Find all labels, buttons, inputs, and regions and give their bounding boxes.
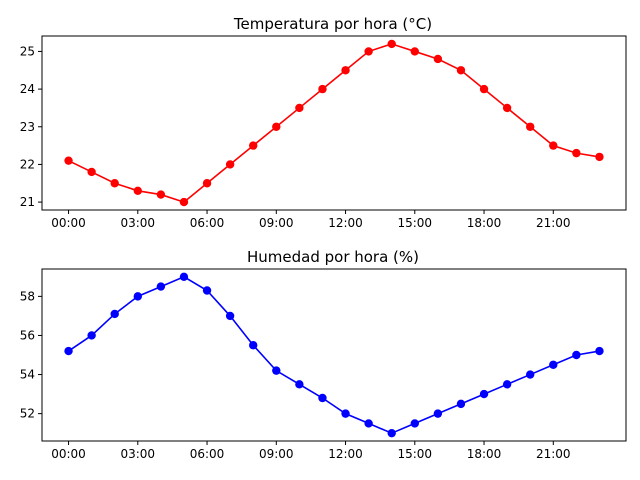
data-point <box>156 190 166 199</box>
y-tick-label: 54 <box>20 368 35 382</box>
x-tick-label: 03:00 <box>120 216 155 230</box>
series-layer <box>64 39 604 207</box>
data-point <box>456 399 466 409</box>
data-point <box>549 141 558 150</box>
data-point <box>272 366 281 375</box>
data-point <box>133 292 142 301</box>
data-point <box>295 380 304 389</box>
y-tick-label: 56 <box>20 328 35 342</box>
data-point <box>364 419 373 428</box>
x-tick-label: 12:00 <box>328 447 363 461</box>
x-axis: 00:00 03:00 06:00 09:00 12:00 15:00 18:00 21:00 <box>51 441 571 461</box>
series-line <box>68 43 600 203</box>
data-point <box>410 419 419 428</box>
data-point <box>64 156 73 165</box>
data-point <box>387 428 396 438</box>
x-tick-label: 21:00 <box>536 447 571 461</box>
x-tick-label: 09:00 <box>259 216 294 230</box>
chart-title: Humedad por hora (%) <box>247 248 419 266</box>
data-point <box>225 160 235 169</box>
chart-title: Temperatura por hora (°C) <box>233 15 432 33</box>
temperature-chart: Temperatura por hora (°C) 21 22 23 24 25 00:… <box>20 15 627 230</box>
y-tick-label: 21 <box>20 195 35 209</box>
data-point <box>202 179 212 188</box>
x-tick-label: 18:00 <box>467 447 502 461</box>
data-point <box>456 66 466 75</box>
data-point <box>179 197 189 207</box>
data-point <box>572 148 581 158</box>
y-axis: 21 22 23 24 25 <box>20 44 42 209</box>
data-point <box>156 282 166 291</box>
data-point <box>410 47 419 56</box>
data-point <box>202 286 212 295</box>
data-point <box>110 309 119 319</box>
x-tick-label: 12:00 <box>328 216 363 230</box>
data-point <box>341 66 350 75</box>
data-point <box>341 409 350 418</box>
data-point <box>64 346 73 356</box>
y-axis: 52 54 56 58 <box>20 289 42 421</box>
data-point <box>433 54 443 64</box>
data-point <box>318 393 327 403</box>
x-tick-label: 06:00 <box>190 447 225 461</box>
data-point <box>225 311 235 321</box>
data-point <box>387 39 396 49</box>
plot-area-frame <box>41 35 627 211</box>
data-point <box>595 346 604 356</box>
data-point <box>479 84 489 94</box>
data-point <box>87 331 96 340</box>
data-point <box>433 409 443 418</box>
humidity-chart: Humedad por hora (%) 52 54 56 58 00:00 03:00… <box>20 248 627 461</box>
data-point <box>502 103 512 113</box>
x-tick-label: 06:00 <box>190 216 225 230</box>
y-tick-label: 58 <box>20 289 35 303</box>
data-point <box>272 122 281 131</box>
x-tick-label: 03:00 <box>120 447 155 461</box>
data-point <box>87 167 96 177</box>
data-point <box>364 47 373 56</box>
data-point <box>572 350 581 360</box>
x-axis: 00:00 03:00 06:00 09:00 12:00 15:00 18:00 21:00 <box>51 210 571 230</box>
data-point <box>502 380 512 389</box>
series-line <box>68 275 600 435</box>
data-point <box>479 389 489 399</box>
x-tick-label: 09:00 <box>259 447 294 461</box>
x-tick-label: 00:00 <box>51 216 86 230</box>
data-point <box>549 360 558 369</box>
x-tick-label: 15:00 <box>397 216 432 230</box>
y-tick-label: 52 <box>20 407 35 421</box>
y-tick-label: 23 <box>20 120 35 134</box>
y-tick-label: 22 <box>20 157 35 171</box>
data-point <box>249 141 258 150</box>
plot-area-frame <box>41 268 627 442</box>
data-point <box>295 103 304 113</box>
series-layer <box>64 272 604 438</box>
x-tick-label: 00:00 <box>51 447 86 461</box>
x-tick-label: 15:00 <box>397 447 432 461</box>
data-point <box>526 122 535 131</box>
x-tick-label: 21:00 <box>536 216 571 230</box>
y-tick-label: 24 <box>20 82 35 96</box>
data-point <box>133 186 142 195</box>
data-point <box>318 84 327 94</box>
x-tick-label: 18:00 <box>467 216 502 230</box>
data-point <box>179 272 189 282</box>
data-point <box>595 152 604 162</box>
data-point <box>526 370 535 379</box>
y-tick-label: 25 <box>20 44 35 58</box>
data-point <box>110 179 119 188</box>
data-point <box>249 341 258 350</box>
